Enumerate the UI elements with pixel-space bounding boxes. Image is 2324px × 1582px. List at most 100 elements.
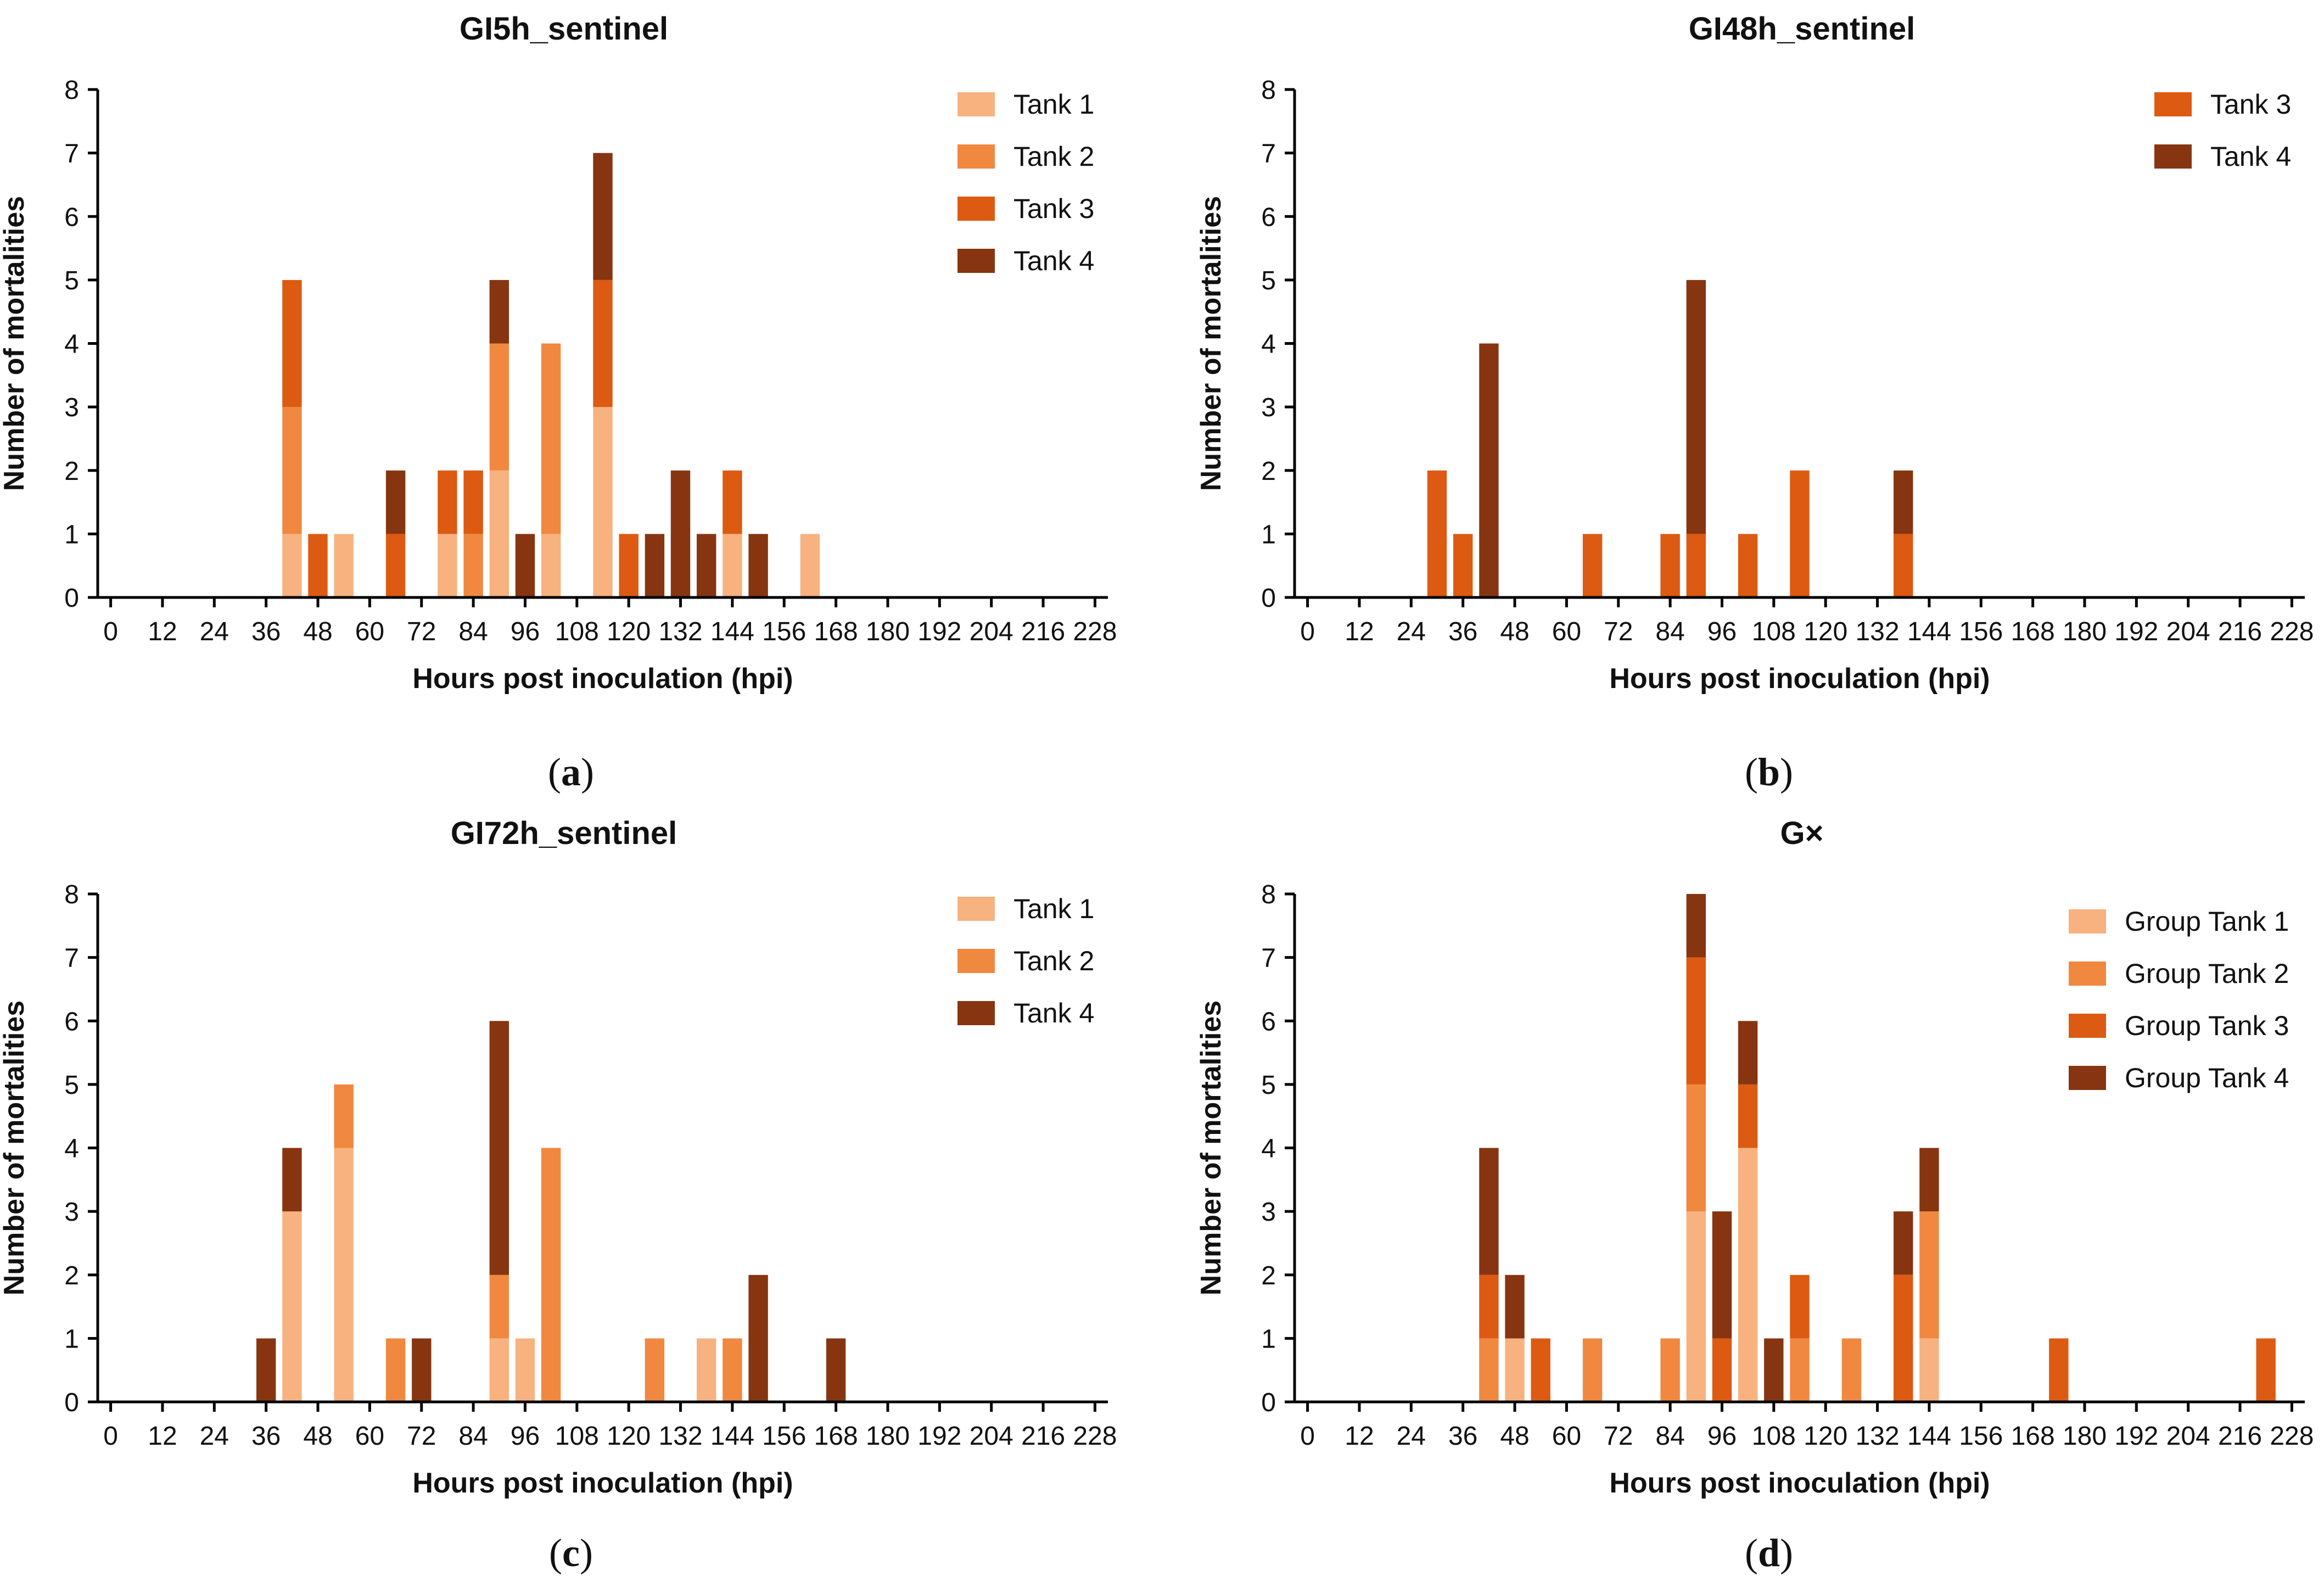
x-tick-label: 120 (607, 1422, 651, 1451)
y-tick-label: 5 (1261, 266, 1276, 295)
legend: Tank 3 Tank 4 (2154, 89, 2291, 172)
x-tick-label: 180 (866, 617, 910, 646)
x-tick-label: 156 (1959, 1422, 2003, 1451)
caption-paren-open: ( (1745, 750, 1758, 794)
x-tick-label: 0 (1300, 1422, 1315, 1451)
bar-segment (489, 470, 509, 598)
caption-letter: d (1758, 1531, 1780, 1575)
x-tick-label: 168 (2011, 617, 2055, 646)
y-tick-label: 4 (64, 330, 79, 359)
bar-segment (1686, 279, 1706, 534)
bar-segment (1738, 1084, 1758, 1148)
bar-segment (1531, 1338, 1550, 1402)
y-axis-title: Number of mortalities (0, 196, 30, 491)
legend-item: Group Tank 3 (2069, 1010, 2289, 1041)
bar-segment (1919, 1338, 1939, 1402)
bar-segment (2049, 1338, 2069, 1402)
bar-segment (385, 1338, 406, 1402)
bar-segment (1453, 534, 1473, 597)
caption-letter: b (1758, 750, 1780, 794)
x-tick-label: 12 (1345, 1422, 1374, 1451)
x-tick-label: 48 (1500, 1422, 1529, 1451)
bar-segment (463, 534, 483, 597)
x-tick-label: 132 (658, 1422, 702, 1451)
x-tick-label: 144 (710, 617, 754, 646)
y-tick-label: 5 (64, 1071, 79, 1100)
y-tick-label: 5 (64, 266, 79, 295)
bar-segment (800, 534, 820, 597)
legend: Tank 1 Tank 2 Tank 4 (957, 893, 1094, 1028)
x-tick-label: 96 (1707, 1422, 1737, 1451)
legend-item: Tank 1 (957, 89, 1094, 120)
y-tick-label: 1 (1261, 1324, 1276, 1354)
bar-segment (282, 1148, 302, 1212)
bar-segment (748, 534, 768, 597)
bar-segment (1894, 1211, 1913, 1275)
bar-segment (334, 1148, 354, 1402)
x-tick-label: 120 (607, 617, 651, 646)
chart-title: G× (1780, 815, 1824, 851)
legend-swatch (2154, 92, 2192, 116)
x-tick-label: 108 (1752, 617, 1796, 646)
y-tick-label: 1 (64, 1324, 79, 1354)
caption-paren-close: ) (1780, 750, 1793, 794)
x-tick-label: 0 (103, 617, 118, 646)
bar-segment (438, 470, 457, 534)
x-tick-label: 204 (970, 617, 1013, 646)
legend-swatch (2069, 909, 2106, 933)
x-tick-label: 168 (814, 617, 858, 646)
x-tick-label: 228 (1073, 617, 1117, 646)
x-tick-label: 36 (1448, 617, 1477, 646)
legend: Group Tank 1 Group Tank 2 Group Tank 3 Grou… (2069, 906, 2289, 1093)
caption-paren-close: ) (1780, 1531, 1793, 1575)
caption-paren-open: ( (549, 1531, 562, 1575)
x-tick-label: 132 (1855, 617, 1899, 646)
bar-segment (334, 534, 354, 597)
bar-segment (385, 534, 406, 597)
caption-paren-open: ( (1745, 1531, 1758, 1575)
bar-segment (1660, 534, 1680, 597)
legend-swatch (957, 1001, 995, 1025)
legend-swatch (2154, 144, 2192, 169)
legend-swatch (2069, 962, 2106, 986)
y-tick-label: 0 (64, 1388, 79, 1417)
bar-segment (1582, 534, 1603, 597)
legend-label: Tank 3 (2210, 89, 2291, 120)
panel-caption: (d) (1745, 1531, 1793, 1575)
x-tick-label: 156 (762, 617, 806, 646)
legend-label: Group Tank 3 (2125, 1010, 2289, 1041)
bar-segment (515, 1338, 535, 1402)
x-tick-label: 192 (2114, 617, 2158, 646)
bar-segment (593, 279, 613, 407)
bar-segment (1427, 470, 1447, 598)
legend-label: Tank 4 (1013, 998, 1094, 1028)
x-tick-label: 36 (251, 1422, 281, 1451)
bar-segment (2256, 1338, 2276, 1402)
bar-segment (593, 153, 613, 280)
bar-segment (723, 1338, 742, 1402)
panel-caption: (c) (549, 1531, 593, 1575)
bar-segment (1686, 894, 1706, 958)
bar-segment (723, 470, 742, 534)
y-axis-title: Number of mortalities (0, 1000, 30, 1295)
x-tick-label: 168 (814, 1422, 858, 1451)
legend-item: Tank 2 (957, 141, 1094, 172)
x-tick-label: 48 (303, 1422, 332, 1451)
y-tick-label: 8 (64, 880, 79, 909)
y-axis-title: Number of mortalities (1195, 1000, 1227, 1295)
bars-group (282, 153, 820, 598)
x-tick-label: 72 (1604, 1422, 1633, 1451)
x-tick-label: 12 (1345, 617, 1374, 646)
bar-segment (1738, 534, 1758, 597)
bar-segment (593, 407, 613, 597)
bar-segment (1479, 1338, 1499, 1402)
legend-item: Group Tank 4 (2069, 1063, 2289, 1093)
panel-caption: (a) (548, 750, 594, 794)
caption-letter: a (561, 750, 581, 794)
y-tick-label: 3 (1261, 1198, 1276, 1227)
bar-segment (1582, 1338, 1603, 1402)
bar-segment (489, 1338, 509, 1402)
legend-swatch (957, 144, 995, 169)
bar-segment (1790, 1274, 1810, 1339)
